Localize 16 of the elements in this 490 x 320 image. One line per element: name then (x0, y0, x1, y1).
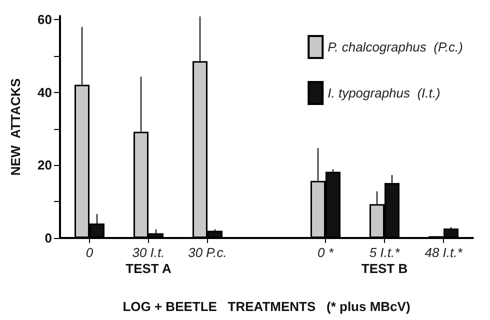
legend-label: I. typographus (I.t.) (328, 86, 440, 100)
y-tick-label: 40 (38, 84, 52, 100)
text: TEST A (126, 261, 172, 276)
y-tick-label: 20 (38, 158, 52, 173)
y-tick-label: 60 (38, 12, 52, 28)
legend-label: P. chalcographus (P.c.) (328, 40, 464, 54)
y-tick-label: 0 (44, 230, 52, 246)
x-tick-label: 30 P.c. (188, 245, 227, 260)
x-tick-label: 0 (86, 245, 94, 260)
x-axis-title: LOG + BEETLE TREATMENTS (* plus MBcV) (122, 299, 410, 314)
y-axis-title: NEW ATTACKS (8, 78, 23, 176)
x-tick-label: 48 I.t.* (424, 245, 464, 260)
x-tick-label: 5 I.t.* (369, 245, 401, 260)
x-tick-label: 0 * (318, 245, 334, 260)
text: TEST B (361, 261, 408, 276)
x-tick-label: 30 I.t. (132, 245, 165, 260)
